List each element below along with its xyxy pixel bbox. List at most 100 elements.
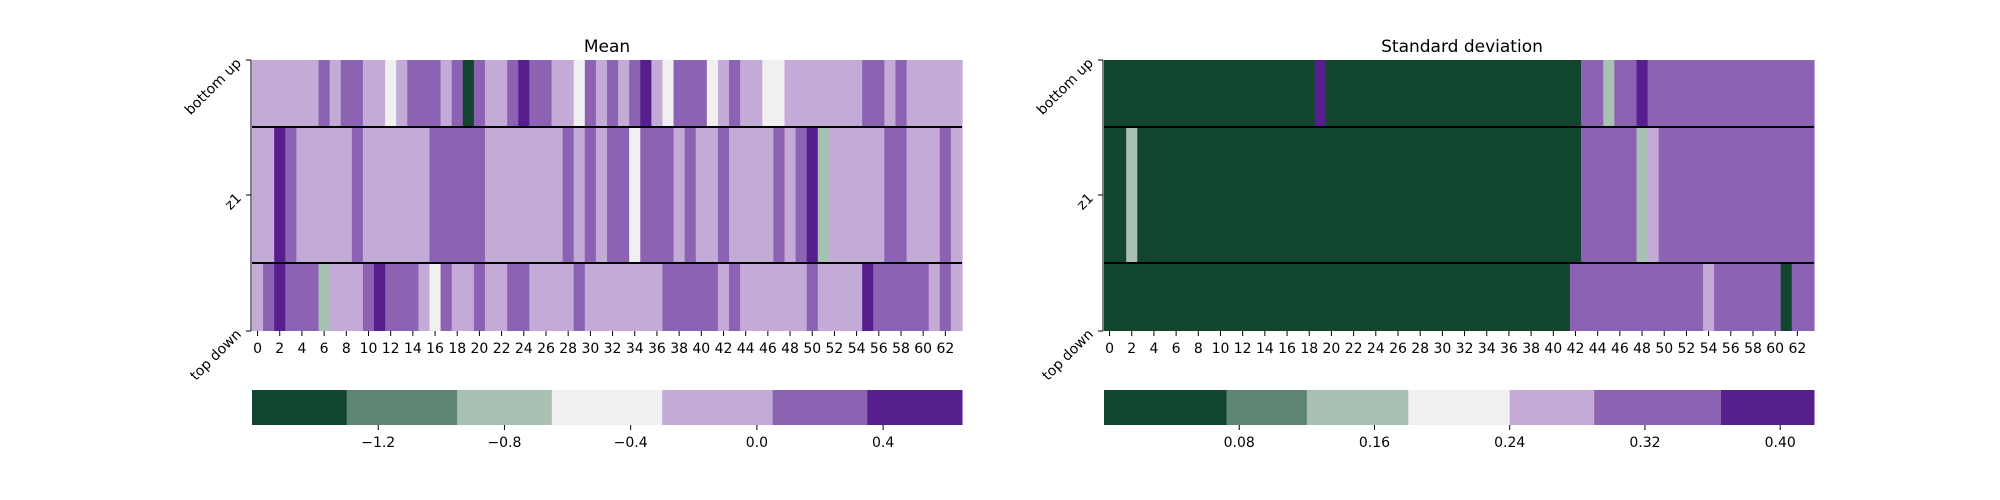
std-cell-r0-c35 bbox=[1492, 60, 1504, 127]
std-cell-r0-c63 bbox=[1802, 60, 1815, 127]
mean-cell-r2-c34 bbox=[629, 263, 641, 331]
std-x-tick-label: 2 bbox=[1127, 341, 1136, 357]
mean-cell-r2-c62 bbox=[939, 263, 952, 331]
std-cell-r0-c36 bbox=[1503, 60, 1516, 127]
std-cell-r0-c57 bbox=[1736, 60, 1749, 127]
std-cell-r0-c53 bbox=[1691, 60, 1704, 127]
std-cell-r2-c62 bbox=[1791, 263, 1804, 331]
std-cell-r2-c3 bbox=[1137, 263, 1149, 331]
std-cell-r2-c12 bbox=[1237, 263, 1249, 331]
mean-cell-r1-c22 bbox=[496, 127, 508, 263]
std-chart-title: Standard deviation bbox=[1381, 37, 1543, 57]
mean-cell-r2-c50 bbox=[806, 263, 819, 331]
std-cell-r2-c40 bbox=[1547, 263, 1560, 331]
mean-x-tick-label: 54 bbox=[848, 341, 866, 357]
mean-x-tick-label: 26 bbox=[537, 341, 555, 357]
std-cell-r1-c43 bbox=[1581, 127, 1593, 263]
mean-cell-r0-c9 bbox=[351, 60, 364, 127]
std-x-tick-label: 6 bbox=[1172, 341, 1181, 357]
mean-cell-r2-c59 bbox=[906, 263, 919, 331]
std-cell-r2-c59 bbox=[1758, 263, 1771, 331]
mean-cell-r2-c7 bbox=[329, 263, 342, 331]
mean-cell-r0-c59 bbox=[906, 60, 919, 127]
std-x-tick-label: 18 bbox=[1300, 341, 1318, 357]
std-cell-r2-c22 bbox=[1348, 263, 1360, 331]
std-colorbar-tick-label: 0.32 bbox=[1629, 435, 1660, 451]
mean-cell-r0-c35 bbox=[640, 60, 652, 127]
mean-cell-r1-c25 bbox=[529, 127, 542, 263]
std-x-tick-label: 4 bbox=[1149, 341, 1158, 357]
mean-x-tick-label: 18 bbox=[448, 341, 466, 357]
std-cell-r2-c38 bbox=[1525, 263, 1538, 331]
mean-x-tick-label: 62 bbox=[936, 341, 954, 357]
std-cell-r2-c32 bbox=[1459, 263, 1471, 331]
std-x-tick-label: 58 bbox=[1744, 341, 1762, 357]
std-cell-r1-c30 bbox=[1436, 127, 1449, 263]
std-cell-r0-c61 bbox=[1780, 60, 1793, 127]
mean-cell-r1-c5 bbox=[307, 127, 320, 263]
mean-cell-r0-c52 bbox=[828, 60, 841, 127]
mean-cell-r1-c35 bbox=[640, 127, 652, 263]
mean-cell-r0-c45 bbox=[751, 60, 763, 127]
std-cell-r2-c57 bbox=[1736, 263, 1749, 331]
mean-colorbar-tick-label: −1.2 bbox=[361, 435, 395, 451]
mean-x-tick-label: 42 bbox=[715, 341, 733, 357]
std-colorbar-tick-label: 0.08 bbox=[1224, 435, 1255, 451]
std-cell-r1-c8 bbox=[1192, 127, 1205, 263]
std-cell-r1-c32 bbox=[1459, 127, 1471, 263]
std-cell-r1-c59 bbox=[1758, 127, 1771, 263]
std-cell-r0-c10 bbox=[1214, 60, 1227, 127]
std-cell-r0-c46 bbox=[1614, 60, 1626, 127]
mean-cell-r2-c24 bbox=[518, 263, 530, 331]
mean-x-tick-label: 60 bbox=[914, 341, 932, 357]
std-cell-r1-c50 bbox=[1658, 127, 1671, 263]
mean-cell-r0-c11 bbox=[374, 60, 386, 127]
mean-cell-r2-c4 bbox=[296, 263, 309, 331]
std-cell-r2-c56 bbox=[1725, 263, 1737, 331]
std-cell-r1-c51 bbox=[1669, 127, 1682, 263]
mean-cell-r2-c14 bbox=[407, 263, 419, 331]
mean-x-tick-label: 52 bbox=[826, 341, 844, 357]
std-cell-r1-c36 bbox=[1503, 127, 1516, 263]
mean-cell-r0-c38 bbox=[673, 60, 686, 127]
std-cell-r0-c2 bbox=[1126, 60, 1138, 127]
std-cell-r0-c62 bbox=[1791, 60, 1804, 127]
std-cell-r1-c25 bbox=[1381, 127, 1394, 263]
std-cell-r0-c49 bbox=[1647, 60, 1660, 127]
mean-cell-r1-c26 bbox=[540, 127, 553, 263]
mean-cell-r0-c63 bbox=[950, 60, 963, 127]
mean-cell-r1-c30 bbox=[584, 127, 597, 263]
mean-cell-r2-c41 bbox=[706, 263, 719, 331]
mean-cell-r0-c41 bbox=[706, 60, 719, 127]
mean-cell-r1-c50 bbox=[806, 127, 819, 263]
mean-colorbar-tick-label: 0.4 bbox=[872, 435, 894, 451]
std-colorbar-segment bbox=[1509, 390, 1595, 425]
std-cell-r2-c34 bbox=[1481, 263, 1493, 331]
std-cell-r2-c61 bbox=[1780, 263, 1793, 331]
std-x-tick-label: 44 bbox=[1589, 341, 1607, 357]
mean-cell-r1-c19 bbox=[462, 127, 475, 263]
std-cell-r0-c7 bbox=[1181, 60, 1194, 127]
mean-cell-r1-c60 bbox=[917, 127, 930, 263]
mean-cell-r1-c18 bbox=[451, 127, 464, 263]
mean-cell-r2-c52 bbox=[828, 263, 841, 331]
mean-colorbar-segment bbox=[346, 390, 458, 425]
mean-cell-r2-c9 bbox=[351, 263, 364, 331]
std-x-tick-label: 54 bbox=[1700, 341, 1718, 357]
mean-cell-r0-c34 bbox=[629, 60, 641, 127]
mean-cell-r2-c22 bbox=[496, 263, 508, 331]
std-cell-r2-c26 bbox=[1392, 263, 1405, 331]
mean-cell-r0-c26 bbox=[540, 60, 553, 127]
std-cell-r0-c39 bbox=[1536, 60, 1549, 127]
mean-cell-r0-c17 bbox=[440, 60, 453, 127]
std-cell-r1-c6 bbox=[1170, 127, 1183, 263]
std-cell-r2-c31 bbox=[1447, 263, 1460, 331]
mean-y-tick-label: top down bbox=[187, 327, 244, 384]
std-cell-r0-c15 bbox=[1270, 60, 1283, 127]
mean-cell-r2-c43 bbox=[729, 263, 741, 331]
mean-cell-r0-c51 bbox=[817, 60, 830, 127]
std-cell-r0-c25 bbox=[1381, 60, 1394, 127]
mean-cell-r0-c37 bbox=[662, 60, 675, 127]
mean-cell-r0-c55 bbox=[862, 60, 874, 127]
